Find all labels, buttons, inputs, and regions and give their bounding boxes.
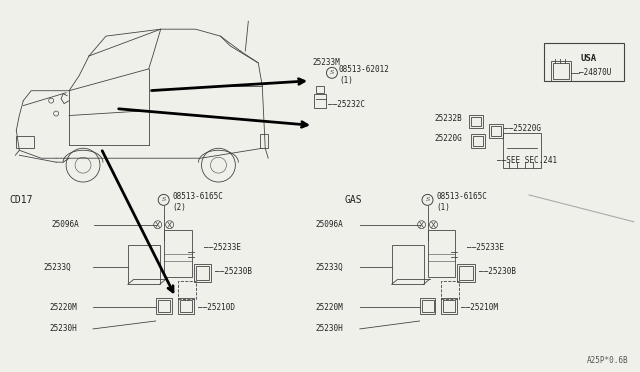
Text: 08513-62012: 08513-62012 [339, 65, 390, 74]
Bar [17, 137, 35, 148]
Bar [489, 125, 503, 138]
Text: 25220G: 25220G [435, 134, 462, 143]
Bar [544, 43, 623, 81]
Bar [471, 134, 485, 148]
Text: (1): (1) [436, 203, 451, 212]
Text: —24870U: —24870U [579, 68, 611, 77]
Bar [474, 137, 483, 146]
Text: 25233Q: 25233Q [315, 263, 343, 272]
Bar [492, 126, 501, 137]
Bar [392, 244, 424, 284]
Text: (2): (2) [173, 203, 186, 212]
Bar [193, 264, 211, 282]
Bar [422, 300, 433, 312]
Text: 08513-6165C: 08513-6165C [173, 192, 223, 201]
Text: 25233M: 25233M [312, 58, 340, 67]
Text: 25096A: 25096A [51, 220, 79, 229]
Text: S: S [330, 70, 334, 76]
Bar [316, 86, 324, 93]
Bar [420, 298, 435, 314]
Bar [178, 298, 193, 314]
Bar [196, 266, 209, 280]
Text: 25220M: 25220M [49, 302, 77, 312]
Text: CD17: CD17 [10, 195, 33, 205]
Text: ——25210D: ——25210D [198, 302, 234, 312]
Bar [156, 298, 172, 314]
Bar [469, 115, 483, 128]
Text: 25230H: 25230H [315, 324, 343, 333]
Text: ——SEE SEC.241: ——SEE SEC.241 [497, 156, 557, 165]
Bar [157, 300, 170, 312]
Bar [128, 244, 160, 284]
Text: 25096A: 25096A [315, 220, 343, 229]
Bar [180, 300, 191, 312]
Text: ——25232C: ——25232C [328, 100, 365, 109]
Bar [471, 116, 481, 126]
Text: GAS: GAS [345, 195, 362, 205]
Text: USA: USA [580, 54, 597, 64]
Bar [442, 281, 460, 299]
Bar [460, 266, 474, 280]
Text: ——25230B: ——25230B [216, 267, 252, 276]
Text: ——25210M: ——25210M [461, 302, 499, 312]
Text: 25233Q: 25233Q [44, 263, 71, 272]
Bar [260, 134, 268, 148]
Text: 08513-6165C: 08513-6165C [436, 192, 488, 201]
Bar [428, 230, 456, 277]
Text: (1): (1) [339, 76, 353, 85]
Bar [164, 230, 191, 277]
Text: ——25233E: ——25233E [467, 243, 504, 252]
Text: ——25230B: ——25230B [479, 267, 516, 276]
Text: A25P*0.6B: A25P*0.6B [587, 356, 628, 365]
Bar [551, 61, 571, 81]
Bar [314, 94, 326, 108]
Bar [458, 264, 476, 282]
Text: ——25220G: ——25220G [504, 124, 541, 133]
Bar [178, 281, 196, 299]
Text: S: S [426, 198, 429, 202]
Bar [444, 300, 456, 312]
Text: S: S [161, 198, 166, 202]
Bar [442, 298, 458, 314]
Text: ——25233E: ——25233E [204, 243, 241, 252]
Text: 25220M: 25220M [315, 302, 343, 312]
Bar [503, 134, 541, 168]
Text: 25230H: 25230H [49, 324, 77, 333]
Bar [553, 63, 569, 79]
Text: 25232B: 25232B [435, 114, 462, 123]
